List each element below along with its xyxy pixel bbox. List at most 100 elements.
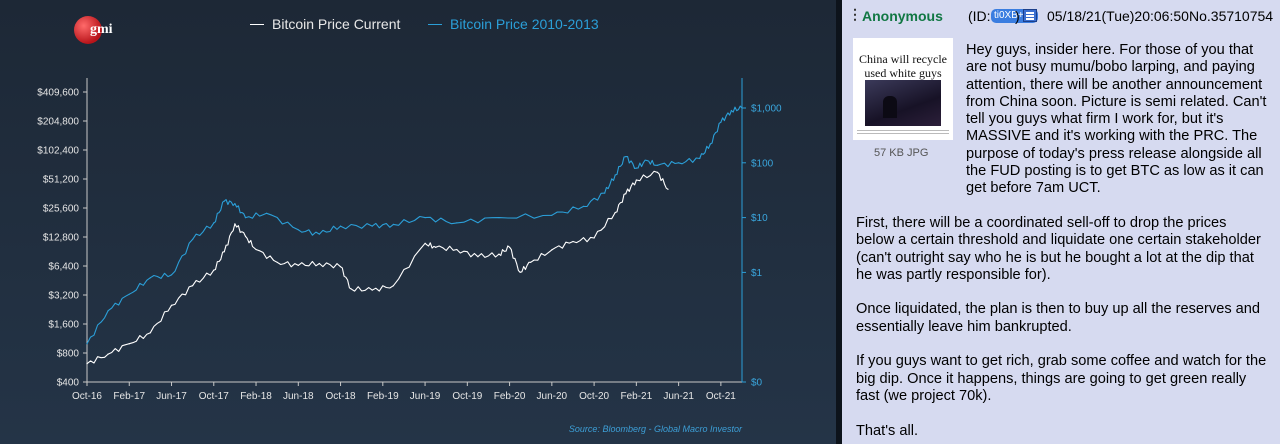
- data-point-2010-2013: [625, 156, 627, 158]
- data-point-2010-2013: [699, 157, 701, 160]
- data-point-current: [318, 262, 320, 265]
- data-point-current: [656, 171, 659, 173]
- data-point-current: [223, 251, 225, 253]
- legend-label-current: Bitcoin Price Current: [272, 16, 401, 32]
- x-axis-tick-label: Oct-20: [579, 391, 609, 402]
- data-point-2010-2013: [604, 192, 606, 194]
- left-axis-tick-label: $800: [57, 349, 80, 360]
- data-point-2010-2013: [678, 162, 680, 164]
- data-point-current: [255, 248, 257, 251]
- data-point-2010-2013: [551, 214, 553, 216]
- data-point-2010-2013: [297, 229, 299, 231]
- x-axis-tick-label: Feb-20: [494, 391, 526, 402]
- file-size: 57 KB JPG: [874, 147, 929, 159]
- gmi-logo: [74, 16, 102, 44]
- x-axis-tick-label: Feb-18: [240, 391, 272, 402]
- data-point-2010-2013: [213, 222, 215, 224]
- logo-text: gmi: [90, 22, 113, 37]
- data-point-current: [509, 246, 511, 248]
- data-point-2010-2013: [582, 205, 585, 207]
- data-point-2010-2013: [318, 233, 320, 235]
- x-axis-tick-label: Jun-19: [410, 391, 441, 402]
- left-axis-tick-label: $102,400: [37, 146, 79, 157]
- data-point-2010-2013: [741, 107, 743, 109]
- data-point-2010-2013: [339, 225, 342, 227]
- x-axis-tick-label: Feb-21: [621, 391, 653, 402]
- poster-id-label: (ID:: [968, 8, 991, 24]
- data-point-current: [614, 211, 616, 214]
- post-header: ⋮ Anonymous (ID: ti0XB+Fa ) 05/18/21(Tue…: [842, 6, 1280, 26]
- legend-2010-2013: Bitcoin Price 2010-2013: [428, 16, 599, 32]
- data-point-2010-2013: [498, 217, 500, 219]
- data-point-2010-2013: [635, 167, 638, 169]
- data-point-current: [170, 304, 173, 306]
- thumbnail-headline: China will recycle used white guys: [859, 52, 947, 80]
- data-point-current: [128, 343, 130, 345]
- data-point-2010-2013: [392, 223, 394, 225]
- data-point-2010-2013: [234, 203, 236, 205]
- x-axis-tick-label: Oct-21: [706, 391, 736, 402]
- data-point-2010-2013: [107, 310, 109, 312]
- flag-icon: [1023, 9, 1037, 22]
- x-axis-tick-label: Oct-18: [326, 391, 356, 402]
- data-point-current: [392, 285, 394, 287]
- data-point-current: [244, 235, 247, 237]
- panel-divider: [836, 0, 842, 444]
- right-axis-tick-label: $0: [751, 378, 763, 389]
- data-point-current: [234, 223, 236, 225]
- data-point-2010-2013: [223, 200, 225, 202]
- data-point-current: [625, 193, 627, 195]
- series-line-bitcoin-current: [86, 170, 669, 365]
- x-axis-tick-label: Feb-17: [113, 391, 145, 402]
- data-point-current: [192, 285, 194, 287]
- left-axis-tick-label: $3,200: [48, 291, 79, 302]
- price-chart: $400 $800 $1,600 $3,200 $6,400 $12,800 $25,600…: [37, 78, 782, 434]
- x-axis-tick-label: Oct-17: [199, 391, 229, 402]
- data-point-current: [107, 353, 109, 355]
- post-paragraph: First, there will be a coordinated sell-…: [856, 214, 1261, 283]
- right-axis-tick-label: $1,000: [751, 104, 782, 115]
- right-axis-tick-label: $10: [751, 213, 768, 224]
- imageboard-post: ⋮ Anonymous (ID: ti0XB+Fa ) 05/18/21(Tue…: [842, 0, 1280, 444]
- source-note: Source: Bloomberg - Global Macro Investo…: [569, 424, 743, 434]
- data-point-2010-2013: [86, 343, 88, 345]
- post-datetime: 05/18/21(Tue)20:06:50: [1047, 8, 1189, 24]
- poster-id-close: ): [1015, 8, 1020, 24]
- left-axis-tick-label: $400: [57, 378, 80, 389]
- data-point-2010-2013: [730, 109, 733, 112]
- legend-label-2010-2013: Bitcoin Price 2010-2013: [450, 16, 599, 32]
- data-point-2010-2013: [614, 174, 616, 176]
- data-point-current: [572, 240, 574, 243]
- post-paragraph: Once liquidated, the plan is then to buy…: [856, 301, 1261, 335]
- chart-panel: gmi Bitcoin Price Current Bitcoin Price …: [0, 0, 838, 444]
- post-menu-icon[interactable]: ⋮: [848, 6, 862, 22]
- left-axis-tick-label: $204,800: [37, 117, 79, 128]
- data-point-current: [635, 179, 638, 181]
- post-number-link[interactable]: No.35710754: [1189, 8, 1274, 24]
- x-axis-tick-label: Oct-19: [452, 391, 482, 402]
- data-point-2010-2013: [424, 217, 426, 219]
- left-axis-tick-label: $1,600: [48, 320, 79, 331]
- legend-swatch-current: [250, 23, 264, 25]
- data-point-current: [371, 289, 373, 291]
- data-point-current: [551, 249, 553, 251]
- data-point-current: [339, 266, 342, 268]
- data-point-current: [667, 188, 669, 190]
- data-point-2010-2013: [244, 217, 247, 219]
- x-axis-tick-label: Jun-21: [663, 391, 694, 402]
- data-point-current: [213, 269, 215, 271]
- data-point-current: [350, 288, 352, 290]
- data-point-2010-2013: [266, 212, 268, 214]
- data-point-2010-2013: [170, 274, 173, 276]
- data-point-2010-2013: [456, 222, 458, 224]
- x-axis-tick-label: Oct-16: [72, 391, 102, 402]
- data-point-2010-2013: [646, 159, 648, 162]
- post-paragraph: That's all.: [856, 422, 918, 439]
- attached-thumbnail[interactable]: China will recycle used white guys: [853, 38, 953, 140]
- left-axis-tick-label: $51,200: [43, 175, 80, 186]
- series-line-bitcoin-2010-2013: [86, 105, 743, 344]
- data-point-2010-2013: [371, 225, 373, 227]
- left-axis-tick-label: $409,600: [37, 88, 79, 99]
- right-axis-tick-label: $1: [751, 268, 763, 279]
- data-point-2010-2013: [128, 293, 130, 295]
